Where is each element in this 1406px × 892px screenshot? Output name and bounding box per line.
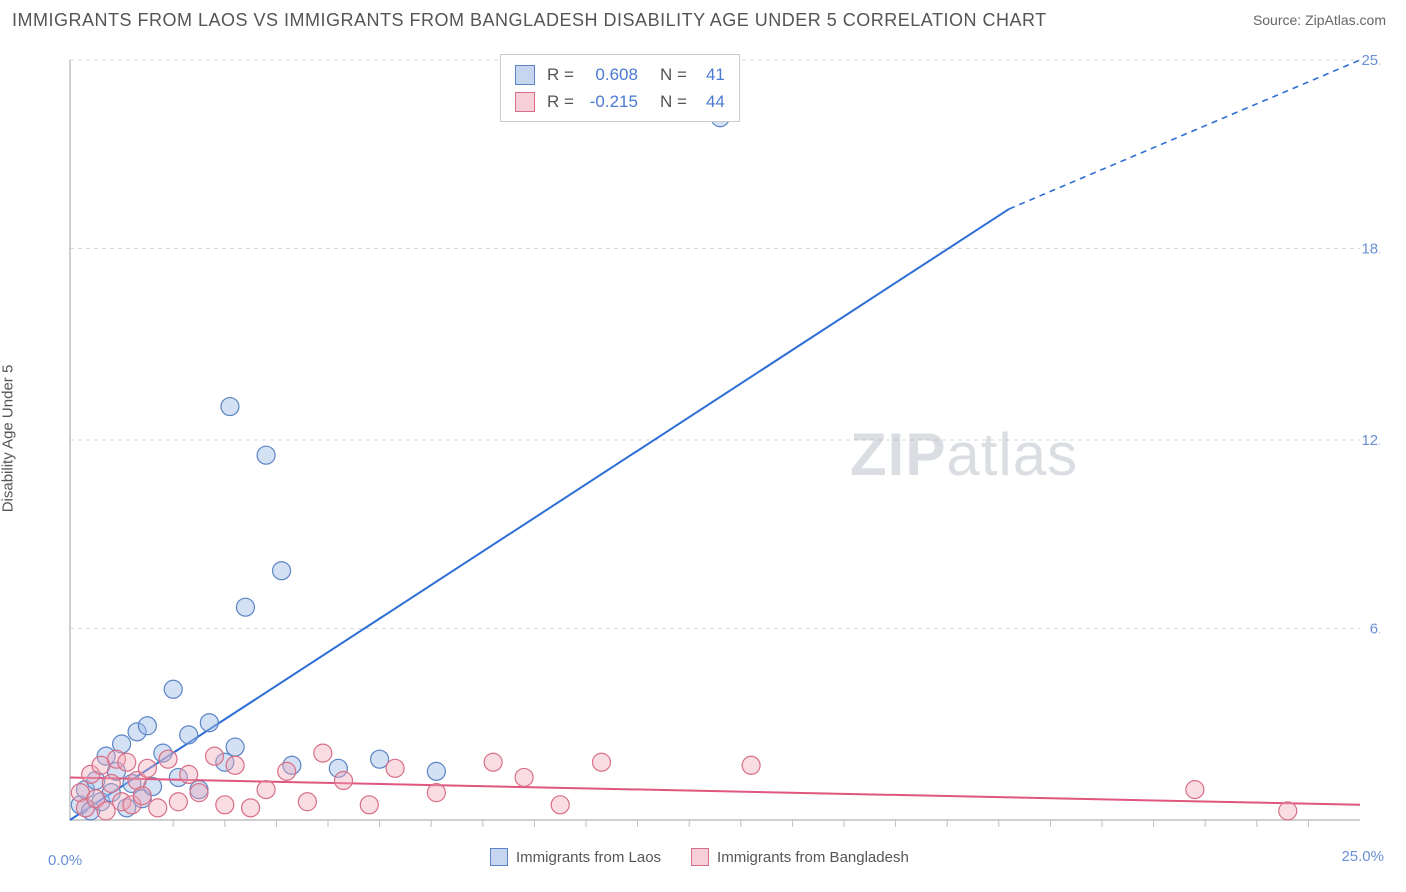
svg-text:25.0%: 25.0% [1361, 52, 1380, 69]
stat-R-value: -0.215 [582, 88, 638, 115]
stat-N-value: 41 [695, 61, 725, 88]
chart-plot-area: 6.3% 12.5% 18.8% 25.0% R = 0.608 N = 41 R = -0.2… [60, 50, 1380, 840]
stat-R-value: 0.608 [582, 61, 638, 88]
legend-swatch-bangladesh [691, 848, 709, 866]
legend-label-laos: Immigrants from Laos [516, 849, 661, 866]
stat-N-value: 44 [695, 88, 725, 115]
legend-label-bangladesh: Immigrants from Bangladesh [717, 849, 909, 866]
correlation-stats-box: R = 0.608 N = 41 R = -0.215 N = 44 [500, 54, 740, 122]
legend-item-bangladesh: Immigrants from Bangladesh [691, 848, 909, 866]
chart-title: IMMIGRANTS FROM LAOS VS IMMIGRANTS FROM … [12, 10, 1047, 31]
stats-row-bangladesh: R = -0.215 N = 44 [515, 88, 725, 115]
stat-R-label: R = [547, 61, 574, 88]
scatter-svg: 6.3% 12.5% 18.8% 25.0% [60, 50, 1380, 840]
svg-text:12.5%: 12.5% [1361, 432, 1380, 449]
legend-swatch-laos [490, 848, 508, 866]
svg-text:6.3%: 6.3% [1370, 620, 1380, 637]
stat-N-label: N = [660, 88, 687, 115]
stat-N-label: N = [660, 61, 687, 88]
svg-text:18.8%: 18.8% [1361, 240, 1380, 257]
legend-item-laos: Immigrants from Laos [490, 848, 661, 866]
stats-swatch-icon [515, 65, 535, 85]
series-legend: Immigrants from Laos Immigrants from Ban… [490, 848, 909, 866]
stats-row-laos: R = 0.608 N = 41 [515, 61, 725, 88]
x-max-label: 25.0% [1341, 848, 1384, 865]
source-attribution: Source: ZipAtlas.com [1253, 12, 1386, 28]
origin-label: 0.0% [48, 852, 82, 869]
y-axis-label: Disability Age Under 5 [0, 365, 17, 513]
stat-R-label: R = [547, 88, 574, 115]
stats-swatch-icon [515, 92, 535, 112]
